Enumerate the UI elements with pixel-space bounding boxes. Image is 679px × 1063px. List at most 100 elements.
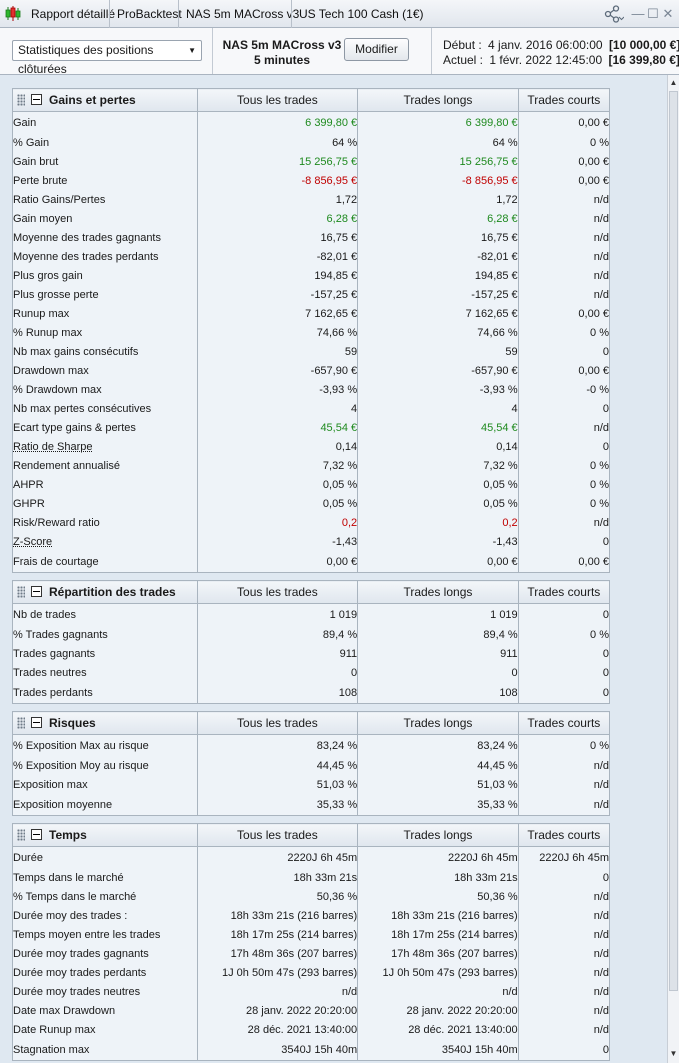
value-long-trades: 0,05 % <box>357 475 519 494</box>
column-header-short: Trades courts <box>517 88 611 112</box>
row-label: Trades perdants <box>12 682 198 704</box>
table-row: AHPR 0,05 % 0,05 % 0 % <box>12 475 611 494</box>
tab-probacktest[interactable]: ProBacktest <box>109 0 189 28</box>
section-title-cell[interactable]: Répartition des trades <box>12 580 198 604</box>
value-all-trades: 44,45 % <box>196 756 359 775</box>
value-long-trades: -1,43 <box>357 532 519 551</box>
row-label: Gain moyen <box>12 209 198 228</box>
drag-handle-icon[interactable] <box>17 586 25 598</box>
tab-detailed-report[interactable]: Rapport détaillé <box>31 7 116 21</box>
row-label: % Drawdown max <box>12 380 198 399</box>
value-short-trades: 0 % <box>517 133 611 152</box>
tab-instrument[interactable]: US Tech 100 Cash (1€) <box>291 0 431 28</box>
drag-handle-icon[interactable] <box>17 829 25 841</box>
table-row: Temps dans le marché 18h 33m 21s 18h 33m 2… <box>12 868 611 887</box>
collapse-icon[interactable] <box>31 94 42 105</box>
scroll-down-icon[interactable]: ▼ <box>669 1049 678 1058</box>
row-label: Nb max pertes consécutives <box>12 399 198 418</box>
value-short-trades: 0,00 € <box>517 304 611 323</box>
statistics-type-dropdown[interactable]: Statistiques des positions clôturées ▼ <box>12 40 202 76</box>
table-row: Stagnation max 3540J 15h 40m 3540J 15h 40m… <box>12 1039 611 1061</box>
table-row: Nb max pertes consécutives 4 4 0 <box>12 399 611 418</box>
value-short-trades: 0 <box>517 1039 611 1061</box>
value-long-trades: 51,03 % <box>357 775 519 794</box>
current-date: 1 févr. 2022 12:45:00 <box>489 53 603 67</box>
section-title-cell[interactable]: Gains et pertes <box>12 88 198 112</box>
drag-handle-icon[interactable] <box>17 94 25 106</box>
backtest-dates: Début : 4 janv. 2016 06:00:00 [10 000,00… <box>443 38 679 68</box>
close-icon[interactable]: ✕ <box>662 6 674 21</box>
value-all-trades: 51,03 % <box>196 775 359 794</box>
row-label: Durée moy trades perdants <box>12 963 198 982</box>
value-long-trades: 2220J 6h 45m <box>357 846 519 868</box>
table-row: Ratio Gains/Pertes 1,72 1,72 n/d <box>12 190 611 209</box>
tab-strategy[interactable]: NAS 5m MACross v3 <box>178 0 306 28</box>
value-short-trades: 0,00 € <box>517 551 611 573</box>
value-all-trades: n/d <box>196 982 359 1001</box>
collapse-icon[interactable] <box>31 586 42 597</box>
table-row: Date Runup max 28 déc. 2021 13:40:00 28 dé… <box>12 1020 611 1039</box>
table-row: % Exposition Moy au risque 44,45 % 44,45 %… <box>12 756 611 775</box>
row-label: Exposition max <box>12 775 198 794</box>
strategy-name: NAS 5m MACross v3 <box>222 38 342 52</box>
header-divider <box>431 28 432 74</box>
value-all-trades: 74,66 % <box>196 323 359 342</box>
row-label: % Temps dans le marché <box>12 887 198 906</box>
value-all-trades: 59 <box>196 342 359 361</box>
value-all-trades: 108 <box>196 682 359 704</box>
share-icon[interactable] <box>604 5 624 23</box>
table-row: % Runup max 74,66 % 74,66 % 0 % <box>12 323 611 342</box>
table-row: % Temps dans le marché 50,36 % 50,36 % n/d <box>12 887 611 906</box>
value-all-trades: 45,54 € <box>196 418 359 437</box>
value-all-trades: -82,01 € <box>196 247 359 266</box>
table-row: Trades neutres 0 0 0 <box>12 663 611 682</box>
value-short-trades: n/d <box>517 209 611 228</box>
collapse-icon[interactable] <box>31 717 42 728</box>
value-long-trades: 28 déc. 2021 13:40:00 <box>357 1020 519 1039</box>
column-header-all: Tous les trades <box>196 88 359 112</box>
vertical-scrollbar[interactable]: ▲ ▼ <box>667 75 679 1063</box>
value-short-trades: n/d <box>517 266 611 285</box>
value-long-trades: 6,28 € <box>357 209 519 228</box>
value-short-trades: 0,00 € <box>517 171 611 190</box>
scrollbar-thumb[interactable] <box>669 91 678 991</box>
modify-button[interactable]: Modifier <box>344 38 409 61</box>
row-label: Frais de courtage <box>12 551 198 573</box>
drag-handle-icon[interactable] <box>17 717 25 729</box>
collapse-icon[interactable] <box>31 829 42 840</box>
value-short-trades: n/d <box>517 925 611 944</box>
title-bar: Rapport détaillé ProBacktest NAS 5m MACr… <box>0 0 679 28</box>
value-long-trades: 83,24 % <box>357 734 519 756</box>
row-label: % Exposition Moy au risque <box>12 756 198 775</box>
table-row: % Trades gagnants 89,4 % 89,4 % 0 % <box>12 625 611 644</box>
section-time: Temps Tous les trades Trades longs Trades c… <box>12 823 611 1061</box>
table-row: Durée 2220J 6h 45m 2220J 6h 45m 2220J 6h 45… <box>12 846 611 868</box>
row-label: Stagnation max <box>12 1039 198 1061</box>
value-short-trades: n/d <box>517 1001 611 1020</box>
value-short-trades: n/d <box>517 418 611 437</box>
value-long-trades: 50,36 % <box>357 887 519 906</box>
value-all-trades: -3,93 % <box>196 380 359 399</box>
scroll-up-icon[interactable]: ▲ <box>669 78 678 87</box>
table-row: GHPR 0,05 % 0,05 % 0 % <box>12 494 611 513</box>
value-long-trades: 108 <box>357 682 519 704</box>
section-header-row: Temps Tous les trades Trades longs Trades c… <box>12 823 611 847</box>
column-header-all: Tous les trades <box>196 580 359 604</box>
value-long-trades: 0,05 % <box>357 494 519 513</box>
value-long-trades: -8 856,95 € <box>357 171 519 190</box>
minimize-icon[interactable]: — <box>631 6 645 21</box>
value-long-trades: -82,01 € <box>357 247 519 266</box>
value-short-trades: 0 <box>517 437 611 456</box>
section-title-cell[interactable]: Temps <box>12 823 198 847</box>
value-short-trades: n/d <box>517 982 611 1001</box>
maximize-icon[interactable]: ☐ <box>647 6 659 21</box>
chevron-down-icon: ▼ <box>188 46 196 55</box>
value-all-trades: 2220J 6h 45m <box>196 846 359 868</box>
value-all-trades: 28 janv. 2022 20:20:00 <box>196 1001 359 1020</box>
table-row: Ecart type gains & pertes 45,54 €45,54 € n… <box>12 418 611 437</box>
section-header-row: Répartition des trades Tous les trades Tra… <box>12 580 611 604</box>
value-long-trades: 0,14 <box>357 437 519 456</box>
table-row: Date max Drawdown 28 janv. 2022 20:20:00 2… <box>12 1001 611 1020</box>
column-header-all: Tous les trades <box>196 823 359 847</box>
section-title-cell[interactable]: Risques <box>12 711 198 735</box>
